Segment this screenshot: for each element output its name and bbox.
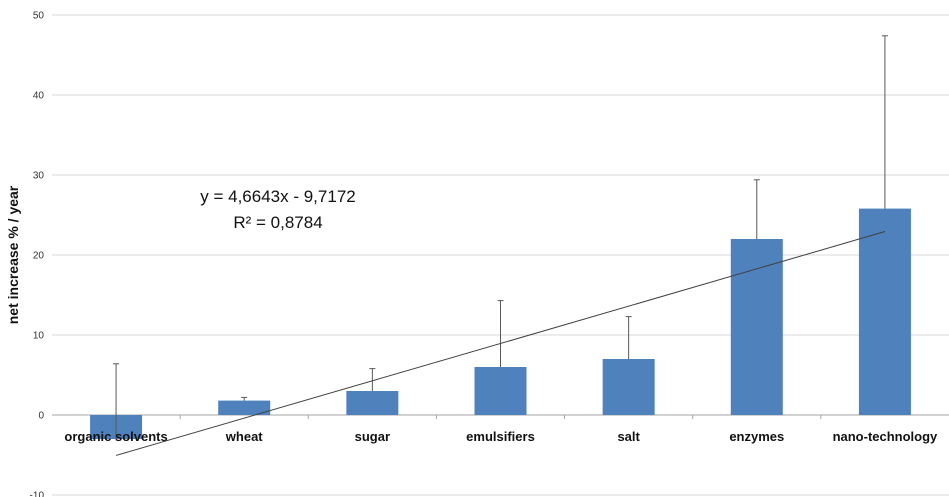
y-tick-label: 20 <box>33 251 45 262</box>
trendline-line <box>115 231 886 456</box>
bar <box>602 359 655 415</box>
gridlines <box>52 14 949 496</box>
category-label: organic solvents <box>64 429 167 444</box>
category-label: emulsifiers <box>466 429 535 444</box>
bar <box>474 367 527 415</box>
trendline <box>115 231 886 456</box>
y-tick-label: 50 <box>33 11 45 22</box>
y-tick-label: 0 <box>38 411 44 422</box>
category-label: wheat <box>225 429 264 444</box>
trendline-r-squared: R² = 0,8784 <box>233 213 322 232</box>
y-tick-label: 30 <box>33 171 45 182</box>
category-label: enzymes <box>729 429 784 444</box>
bar <box>858 208 911 415</box>
y-tick-label: 40 <box>33 91 45 102</box>
bar <box>346 391 399 415</box>
bar <box>218 400 271 415</box>
bar <box>730 239 783 415</box>
category-label: nano-technology <box>833 429 938 444</box>
y-tick-label: 10 <box>33 331 45 342</box>
category-label: salt <box>617 429 640 444</box>
trendline-equation: y = 4,6643x - 9,7172 <box>200 187 355 206</box>
category-labels: organic solvents wheat sugar emulsifiers sal… <box>64 429 938 444</box>
bars <box>90 208 911 439</box>
category-label: sugar <box>355 429 390 444</box>
y-axis-label: net increase % / year <box>5 185 21 324</box>
y-tick-label: -10 <box>30 491 45 497</box>
y-tick-labels: -10 0 10 20 30 40 50 <box>30 11 45 497</box>
error-bars <box>113 35 888 439</box>
